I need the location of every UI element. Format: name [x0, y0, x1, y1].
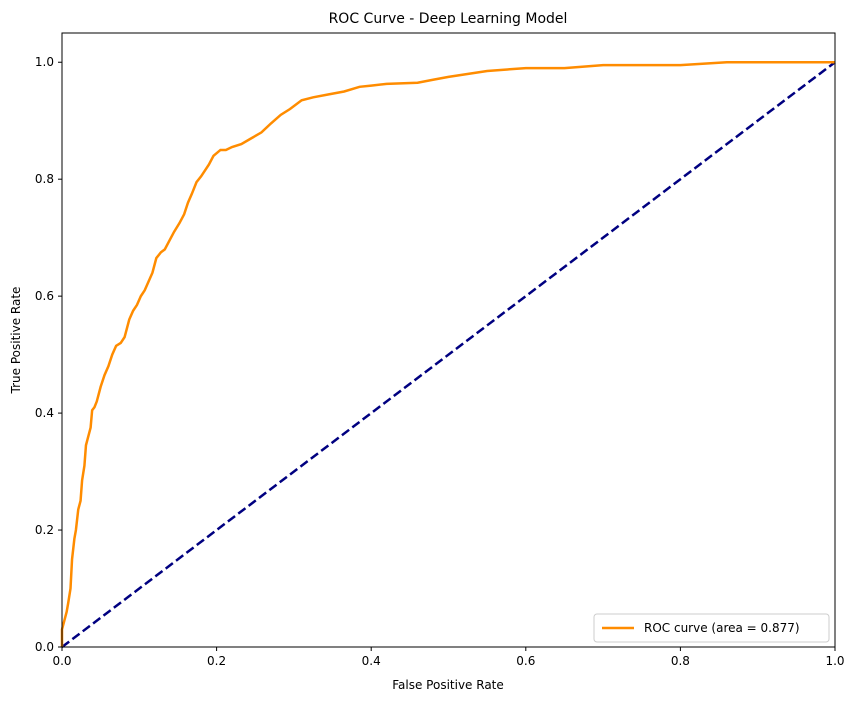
plot-area [60, 60, 836, 648]
x-tick-label: 0.0 [52, 654, 71, 668]
x-tick-label: 0.4 [362, 654, 381, 668]
legend-label-roc: ROC curve (area = 0.877) [644, 621, 800, 635]
y-tick-label: 0.8 [35, 172, 54, 186]
y-tick-label: 0.0 [35, 640, 54, 654]
y-tick-label: 0.6 [35, 289, 54, 303]
x-tick-label: 0.2 [207, 654, 226, 668]
legend-box [593, 613, 830, 643]
y-axis-label: True Positive Rate [9, 287, 23, 395]
x-axis-label: False Positive Rate [392, 678, 504, 692]
plot-frame [61, 32, 836, 648]
chance-diagonal-line [61, 61, 836, 648]
x-tick-label: 0.8 [671, 654, 690, 668]
chart-title: ROC Curve - Deep Learning Model [329, 11, 568, 27]
x-tick-label: 1.0 [825, 654, 844, 668]
x-axis-ticks: 0.0 0.2 0.4 0.6 0.8 1.0 [52, 647, 845, 668]
y-tick-label: 0.4 [35, 406, 54, 420]
roc-curve-line [60, 60, 835, 647]
y-tick-label: 0.2 [35, 523, 54, 537]
y-axis-ticks: 0.0 0.2 0.4 0.6 0.8 1.0 [35, 55, 62, 654]
x-tick-label: 0.6 [516, 654, 535, 668]
y-tick-label: 1.0 [35, 55, 54, 69]
legend: ROC curve (area = 0.877) [593, 613, 830, 643]
